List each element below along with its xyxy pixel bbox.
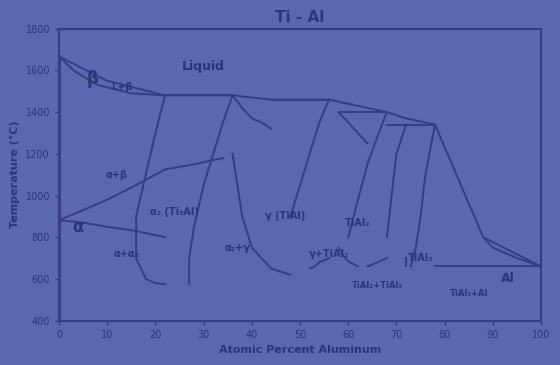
Text: α+β: α+β <box>106 170 128 180</box>
Text: Al: Al <box>501 273 514 285</box>
Text: Liquid: Liquid <box>182 60 225 73</box>
Text: α+α₂: α+α₂ <box>114 249 139 259</box>
Text: α₂+γ: α₂+γ <box>225 243 250 253</box>
Text: γ+TiAl₂: γ+TiAl₂ <box>309 249 349 259</box>
X-axis label: Atomic Percent Aluminum: Atomic Percent Aluminum <box>219 345 381 355</box>
Text: α₂ (Ti₃Al): α₂ (Ti₃Al) <box>150 207 199 217</box>
Title: Ti - Al: Ti - Al <box>276 10 325 25</box>
Y-axis label: Temperature (°C): Temperature (°C) <box>10 121 20 228</box>
Text: α: α <box>73 218 84 236</box>
Text: TiAl₃: TiAl₃ <box>408 253 433 263</box>
Text: TiAl₂+TiAl₃: TiAl₂+TiAl₃ <box>352 281 403 290</box>
Text: β: β <box>87 70 99 88</box>
Text: TiAl₃+Al: TiAl₃+Al <box>450 289 488 298</box>
Text: TiAl₂: TiAl₂ <box>345 218 371 228</box>
Text: γ (TiAl): γ (TiAl) <box>265 211 306 222</box>
Text: L+β: L+β <box>111 82 132 92</box>
